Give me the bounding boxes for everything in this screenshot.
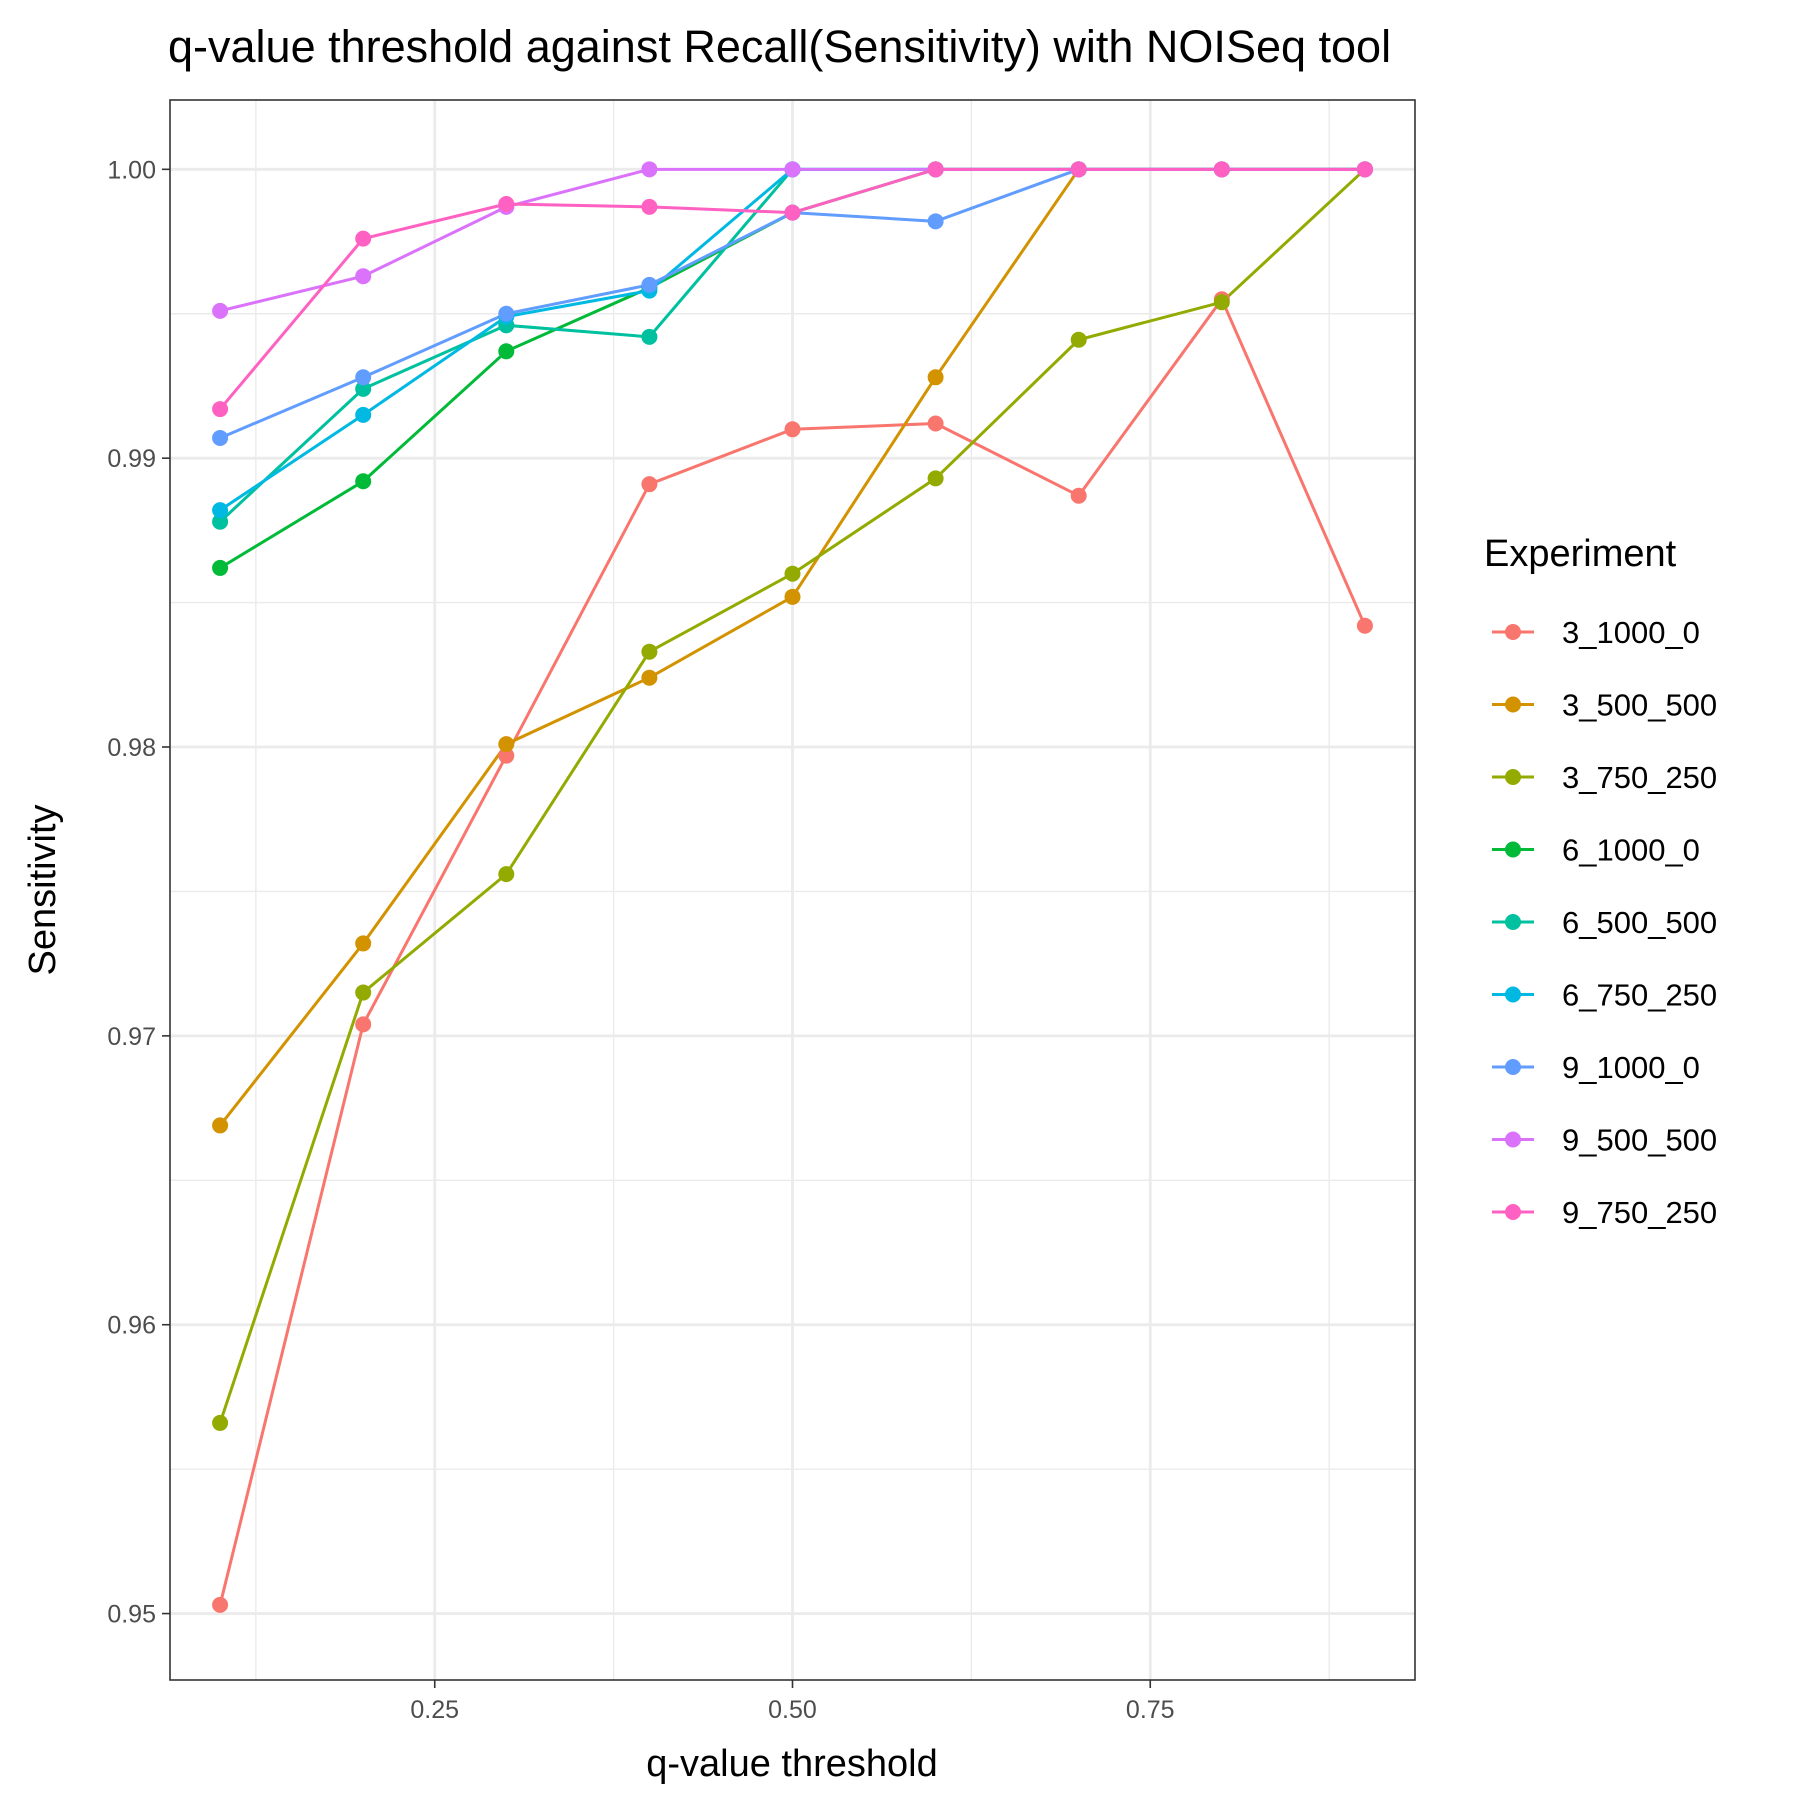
data-point-6_1000_0 [212, 559, 229, 576]
legend-key-point [1505, 986, 1521, 1003]
data-point-9_1000_0 [927, 213, 944, 230]
legend-key-point [1505, 1131, 1521, 1148]
x-tick-label: 0.75 [1126, 1696, 1175, 1724]
legend-key-point [1505, 624, 1521, 640]
data-point-3_500_500 [212, 1117, 229, 1134]
data-point-9_1000_0 [355, 369, 372, 386]
data-point-6_1000_0 [355, 473, 372, 490]
legend-item-3_500_500: 3_500_500 [1492, 688, 1717, 723]
plot-area [169, 99, 1416, 1681]
data-point-9_750_250 [1070, 161, 1087, 178]
legend-label: 3_1000_0 [1562, 615, 1700, 650]
data-point-9_750_250 [355, 230, 372, 247]
data-point-6_1000_0 [498, 343, 515, 360]
legend-item-3_1000_0: 3_1000_0 [1492, 615, 1700, 650]
data-point-3_750_250 [1213, 294, 1230, 311]
legend-title: Experiment [1484, 533, 1677, 575]
y-tick-label: 0.98 [107, 734, 156, 762]
data-point-3_750_250 [784, 565, 801, 582]
data-point-9_750_250 [641, 198, 658, 215]
legend-item-3_750_250: 3_750_250 [1492, 760, 1717, 795]
data-point-9_500_500 [212, 302, 229, 319]
legend-item-6_500_500: 6_500_500 [1492, 905, 1717, 940]
legend-item-9_500_500: 9_500_500 [1492, 1123, 1717, 1158]
data-point-3_1000_0 [641, 476, 658, 493]
data-point-3_1000_0 [1070, 487, 1087, 504]
data-point-9_1000_0 [498, 305, 515, 322]
data-point-3_500_500 [927, 369, 944, 386]
y-tick-label: 1.00 [107, 156, 156, 184]
data-point-9_1000_0 [641, 276, 658, 293]
data-point-9_750_250 [927, 161, 944, 178]
data-point-3_750_250 [1070, 331, 1087, 348]
data-point-3_1000_0 [212, 1596, 229, 1613]
data-point-9_750_250 [1213, 161, 1230, 178]
legend-label: 6_1000_0 [1562, 833, 1700, 868]
legend: Experiment 3_1000_0 3_500_500 3_750_250 6_1… [1484, 533, 1717, 1230]
x-tick-label: 0.50 [768, 1696, 817, 1724]
chart-title: q-value threshold against Recall(Sensiti… [168, 21, 1391, 72]
data-point-3_750_250 [355, 984, 372, 1001]
legend-key-point [1505, 1059, 1521, 1075]
data-point-3_1000_0 [784, 421, 801, 438]
legend-key-point [1505, 841, 1521, 858]
legend-label: 6_750_250 [1562, 978, 1717, 1013]
data-point-3_1000_0 [355, 1016, 372, 1033]
data-point-9_750_250 [784, 204, 801, 221]
legend-item-6_750_250: 6_750_250 [1492, 978, 1717, 1013]
data-point-3_750_250 [498, 866, 515, 883]
data-point-3_1000_0 [498, 747, 515, 764]
data-point-3_750_250 [212, 1414, 229, 1431]
legend-item-6_1000_0: 6_1000_0 [1492, 833, 1700, 868]
data-point-9_500_500 [355, 268, 372, 285]
x-axis: 0.25 0.50 0.75 [410, 1680, 1175, 1724]
data-point-3_500_500 [641, 669, 658, 686]
series-points [212, 161, 1373, 1613]
legend-label: 3_500_500 [1562, 688, 1717, 723]
y-tick-label: 0.96 [107, 1312, 156, 1340]
y-tick-label: 0.97 [107, 1023, 156, 1051]
legend-key-point [1505, 1204, 1521, 1220]
legend-label: 9_500_500 [1562, 1123, 1717, 1158]
data-point-9_1000_0 [212, 429, 229, 446]
data-point-3_750_250 [641, 643, 658, 660]
legend-label: 3_750_250 [1562, 760, 1717, 795]
legend-key-point [1505, 696, 1521, 713]
data-point-3_1000_0 [927, 415, 944, 432]
y-axis: 0.95 0.96 0.97 0.98 0.99 1.00 [107, 156, 170, 1629]
data-point-6_500_500 [355, 380, 372, 397]
legend-key-point [1505, 914, 1521, 930]
legend-key-point [1505, 769, 1521, 785]
legend-label: 6_500_500 [1562, 905, 1717, 940]
y-tick-label: 0.95 [107, 1601, 156, 1629]
data-point-3_500_500 [355, 935, 372, 952]
data-point-9_750_250 [212, 401, 229, 418]
y-tick-label: 0.99 [107, 445, 156, 473]
legend-label: 9_1000_0 [1562, 1050, 1700, 1085]
data-point-6_500_500 [641, 328, 658, 345]
x-axis-title: q-value threshold [646, 1743, 938, 1785]
data-point-9_500_500 [784, 161, 801, 178]
legend-item-9_750_250: 9_750_250 [1492, 1195, 1717, 1230]
data-point-3_500_500 [784, 588, 801, 605]
data-point-9_750_250 [498, 195, 515, 212]
y-axis-title: Sensitivity [22, 804, 64, 975]
data-point-6_500_500 [212, 513, 229, 530]
data-point-9_750_250 [1356, 161, 1373, 178]
data-point-3_750_250 [927, 470, 944, 487]
data-point-9_500_500 [641, 161, 658, 178]
legend-label: 9_750_250 [1562, 1195, 1717, 1230]
data-point-6_750_250 [212, 502, 229, 519]
data-point-6_750_250 [355, 406, 372, 423]
data-point-3_500_500 [498, 736, 515, 753]
legend-item-9_1000_0: 9_1000_0 [1492, 1050, 1700, 1085]
legend-items: 3_1000_0 3_500_500 3_750_250 6_1000_0 6_500_… [1492, 615, 1717, 1230]
x-tick-label: 0.25 [410, 1696, 459, 1724]
data-point-3_1000_0 [1356, 617, 1373, 634]
